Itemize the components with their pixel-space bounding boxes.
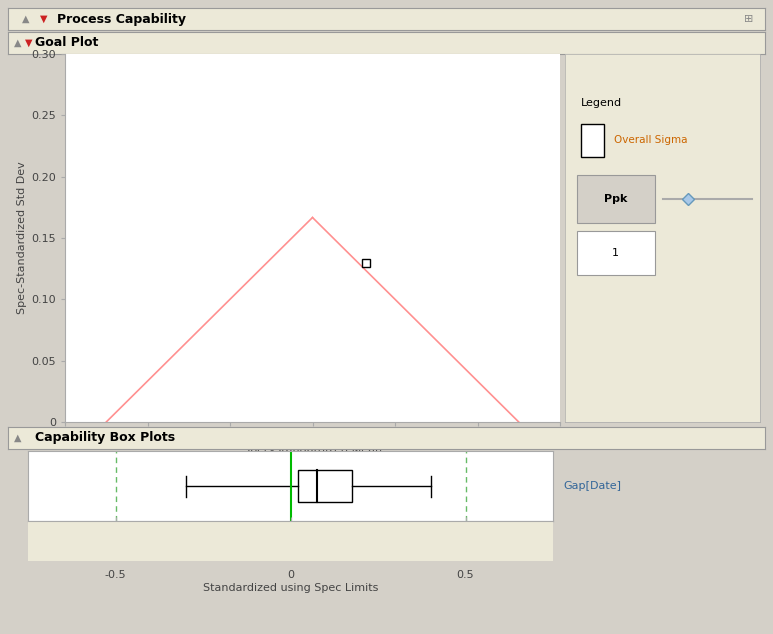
Text: Overall Sigma: Overall Sigma (614, 136, 687, 145)
Bar (577, 176, 655, 223)
Text: ▼: ▼ (39, 14, 47, 24)
Text: Legend: Legend (581, 98, 621, 108)
Text: 1: 1 (612, 248, 619, 257)
Text: ▲: ▲ (14, 433, 22, 443)
Text: Process Capability: Process Capability (57, 13, 186, 25)
Text: ▲: ▲ (22, 14, 29, 24)
Y-axis label: Spec-Standardized Std Dev: Spec-Standardized Std Dev (17, 162, 27, 314)
Bar (577, 231, 655, 275)
X-axis label: Standardized using Spec Limits: Standardized using Spec Limits (203, 583, 378, 593)
Text: ▲: ▲ (14, 38, 22, 48)
Text: ⊞: ⊞ (744, 14, 754, 24)
Text: Goal Plot: Goal Plot (36, 37, 99, 49)
Text: Ppk: Ppk (604, 195, 628, 204)
Text: Capability Box Plots: Capability Box Plots (36, 432, 175, 444)
X-axis label: Spec-Standardized Mean: Spec-Standardized Mean (243, 445, 382, 455)
Text: ▼: ▼ (25, 38, 32, 48)
Bar (298, 470, 352, 501)
Bar (581, 124, 604, 157)
Text: Gap[Date]: Gap[Date] (564, 481, 621, 491)
